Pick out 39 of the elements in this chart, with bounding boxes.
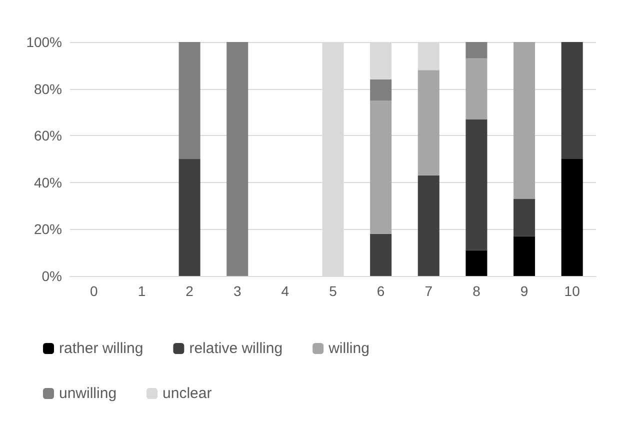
- bar: [226, 42, 248, 276]
- legend-label: relative willing: [189, 340, 283, 357]
- x-tick-label: 6: [376, 283, 385, 299]
- legend-label: unwilling: [59, 385, 117, 402]
- bar: [370, 234, 392, 276]
- y-tick-label: 60%: [34, 128, 62, 144]
- y-tick-label: 20%: [34, 221, 62, 238]
- x-tick-label: 1: [138, 283, 146, 299]
- bar: [466, 58, 488, 120]
- bar: [370, 79, 392, 100]
- bar: [178, 159, 200, 276]
- bar: [418, 175, 440, 276]
- bar: [514, 236, 536, 276]
- x-tick-label: 9: [520, 283, 528, 299]
- y-tick-label: 100%: [26, 34, 62, 50]
- x-tick-label: 7: [424, 283, 433, 299]
- bar: [370, 100, 392, 234]
- bar: [178, 42, 200, 159]
- x-tick-label: 3: [233, 283, 242, 299]
- x-tick-label: 8: [472, 283, 481, 299]
- bar: [514, 198, 536, 236]
- legend-label: unclear: [162, 385, 212, 402]
- bar: [561, 159, 583, 276]
- bar: [418, 70, 440, 176]
- bar: [466, 42, 488, 58]
- y-tick-label: 40%: [34, 174, 62, 190]
- x-tick-label: 0: [90, 283, 98, 299]
- bar: [561, 42, 583, 159]
- x-tick-label: 10: [564, 283, 580, 299]
- bar: [514, 42, 536, 199]
- bar: [466, 119, 488, 250]
- x-tick-label: 5: [329, 283, 338, 299]
- y-tick-label: 80%: [34, 80, 62, 97]
- legend-label: rather willing: [59, 340, 144, 357]
- y-tick-label: 0%: [42, 268, 62, 284]
- bar: [466, 250, 488, 276]
- x-tick-label: 2: [186, 283, 194, 299]
- legend-label: willing: [328, 340, 370, 357]
- x-tick-label: 4: [281, 283, 290, 299]
